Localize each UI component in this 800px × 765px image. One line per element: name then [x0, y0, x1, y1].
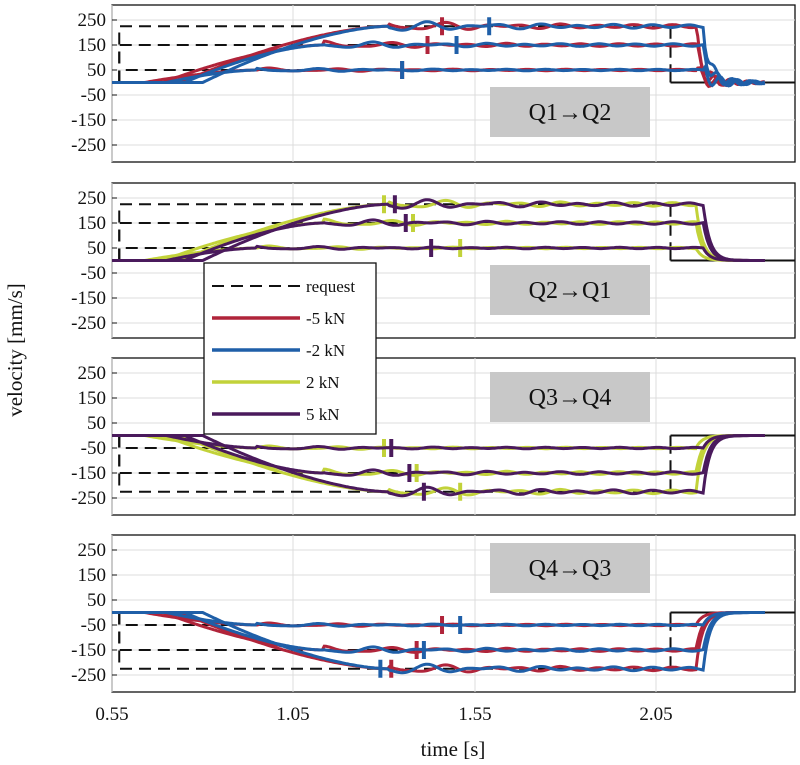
y-tick-label: -50 [81, 85, 106, 106]
series-line [112, 611, 765, 654]
series-line [112, 434, 765, 477]
y-tick-label: -150 [71, 640, 106, 661]
request-line [118, 612, 672, 651]
panel-title: Q4→Q3 [529, 556, 612, 582]
panel-title-box [490, 265, 650, 315]
series-line [112, 611, 765, 675]
series-line [112, 218, 765, 262]
request-line [118, 435, 672, 474]
series-line [112, 198, 765, 262]
series-line [112, 20, 766, 87]
panel-title-box [490, 87, 650, 137]
x-tick-labels: 0.55 1.05 1.55 2.05 [95, 704, 672, 725]
panel-4: 250 150 50 -50 -150 -250 Q4→Q3 [71, 534, 796, 693]
legend-label-m2: -2 kN [306, 341, 345, 360]
request-line [118, 222, 672, 261]
panel-title: Q2→Q1 [529, 278, 612, 304]
legend-label-p2: 2 kN [306, 373, 340, 392]
legend-label-p5: 5 kN [306, 405, 340, 424]
legend-label-m5: -5 kN [306, 309, 345, 328]
x-tick-label: 2.05 [639, 704, 672, 725]
legend-label-request: request [306, 277, 355, 296]
panel-2: 250 150 50 -50 -150 -250 Q2→Q1 [71, 182, 796, 339]
y-tick-label: -50 [81, 438, 106, 459]
y-tick-label: -250 [71, 135, 106, 156]
y-tick-label: -250 [71, 313, 106, 334]
y-tick-label: 250 [78, 540, 107, 561]
series-line [112, 434, 765, 498]
y-tick-label: -150 [71, 463, 106, 484]
y-tick-label: 150 [78, 35, 107, 56]
y-tick-label: 250 [78, 10, 107, 31]
panel-1: 250 150 50 -50 -150 -250 Q1→Q2 [71, 4, 796, 163]
x-tick-label: 1.55 [458, 704, 491, 725]
x-axis-label: time [s] [421, 737, 486, 761]
y-axis-label: velocity [mm/s] [3, 283, 27, 417]
legend: request -5 kN -2 kN 2 kN 5 kN [203, 262, 377, 435]
y-tick-label: 150 [78, 213, 107, 234]
y-tick-label: -150 [71, 110, 106, 131]
y-tick-label: 150 [78, 388, 107, 409]
y-tick-label: 250 [78, 363, 107, 384]
x-tick-label: 0.55 [95, 704, 128, 725]
panel-title: Q3→Q4 [529, 385, 612, 411]
y-tick-label: 250 [78, 188, 107, 209]
panel-title-box [490, 372, 650, 422]
y-tick-label: -250 [71, 665, 106, 686]
y-tick-label: 50 [87, 238, 106, 259]
y-tick-label: 150 [78, 565, 107, 586]
y-tick-label: 50 [87, 60, 106, 81]
y-tick-label: 50 [87, 413, 106, 434]
series-line [112, 40, 766, 88]
x-tick-label: 1.05 [276, 704, 309, 725]
y-tick-label: -50 [81, 263, 106, 284]
y-tick-label: -150 [71, 288, 106, 309]
y-tick-label: -250 [71, 488, 106, 509]
y-tick-label: -50 [81, 615, 106, 636]
y-tick-label: 50 [87, 590, 106, 611]
panel-title: Q1→Q2 [529, 100, 612, 126]
panel-3: 250 150 50 -50 -150 -250 Q3→Q4 [71, 357, 796, 516]
panel-title-box [490, 543, 650, 593]
request-line [118, 44, 672, 83]
